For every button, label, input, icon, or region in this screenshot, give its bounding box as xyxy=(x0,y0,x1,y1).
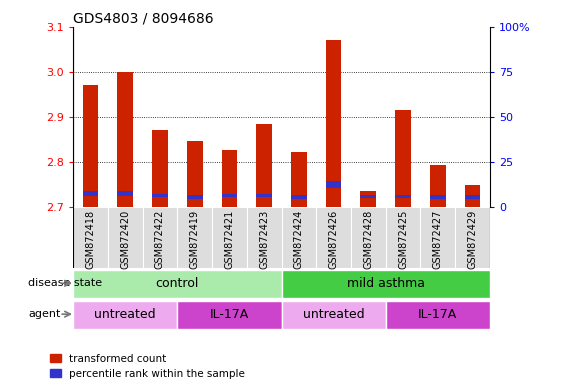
FancyBboxPatch shape xyxy=(282,301,386,329)
FancyBboxPatch shape xyxy=(282,270,490,298)
Legend: transformed count, percentile rank within the sample: transformed count, percentile rank withi… xyxy=(50,354,245,379)
Bar xyxy=(256,194,272,197)
Bar xyxy=(222,194,237,197)
Bar xyxy=(464,195,480,199)
Text: agent: agent xyxy=(28,309,60,319)
FancyBboxPatch shape xyxy=(108,207,142,268)
FancyBboxPatch shape xyxy=(386,301,490,329)
Bar xyxy=(222,151,237,207)
Text: GSM872424: GSM872424 xyxy=(294,210,304,269)
Text: GSM872423: GSM872423 xyxy=(259,210,269,269)
Bar xyxy=(152,194,168,197)
Bar xyxy=(326,182,341,188)
Bar xyxy=(395,110,411,207)
FancyBboxPatch shape xyxy=(247,207,282,268)
Bar xyxy=(187,195,203,199)
Text: GSM872426: GSM872426 xyxy=(329,210,338,269)
FancyBboxPatch shape xyxy=(421,207,455,268)
Text: GSM872428: GSM872428 xyxy=(363,210,373,269)
Bar xyxy=(187,141,203,207)
Text: GSM872418: GSM872418 xyxy=(86,210,96,269)
FancyBboxPatch shape xyxy=(177,207,212,268)
FancyBboxPatch shape xyxy=(282,207,316,268)
FancyBboxPatch shape xyxy=(455,207,490,268)
Bar xyxy=(83,85,99,207)
Bar xyxy=(152,130,168,207)
Text: GSM872422: GSM872422 xyxy=(155,210,165,269)
Bar xyxy=(291,195,307,199)
FancyBboxPatch shape xyxy=(386,207,421,268)
FancyBboxPatch shape xyxy=(177,301,282,329)
Bar xyxy=(118,72,133,207)
Text: GSM872419: GSM872419 xyxy=(190,210,200,269)
Text: GSM872425: GSM872425 xyxy=(398,210,408,269)
Text: untreated: untreated xyxy=(95,308,156,321)
Text: IL-17A: IL-17A xyxy=(210,308,249,321)
Text: GSM872421: GSM872421 xyxy=(225,210,234,269)
Text: GSM872427: GSM872427 xyxy=(433,210,443,269)
FancyBboxPatch shape xyxy=(73,207,108,268)
Text: disease state: disease state xyxy=(28,278,102,288)
FancyBboxPatch shape xyxy=(142,207,177,268)
Bar xyxy=(326,40,341,207)
FancyBboxPatch shape xyxy=(212,207,247,268)
Bar xyxy=(360,191,376,207)
Text: IL-17A: IL-17A xyxy=(418,308,457,321)
Bar xyxy=(83,191,99,196)
Bar xyxy=(464,185,480,207)
Text: GSM872420: GSM872420 xyxy=(120,210,130,269)
Bar xyxy=(395,195,411,198)
FancyBboxPatch shape xyxy=(73,270,282,298)
Text: untreated: untreated xyxy=(303,308,364,321)
Bar xyxy=(256,124,272,207)
FancyBboxPatch shape xyxy=(316,207,351,268)
FancyBboxPatch shape xyxy=(351,207,386,268)
Bar xyxy=(360,195,376,198)
Bar xyxy=(118,191,133,196)
Text: GSM872429: GSM872429 xyxy=(467,210,477,269)
Bar xyxy=(430,195,445,199)
Bar xyxy=(430,165,445,207)
Text: control: control xyxy=(155,277,199,290)
FancyBboxPatch shape xyxy=(73,301,177,329)
Text: GDS4803 / 8094686: GDS4803 / 8094686 xyxy=(73,12,214,26)
Text: mild asthma: mild asthma xyxy=(347,277,425,290)
Bar xyxy=(291,152,307,207)
